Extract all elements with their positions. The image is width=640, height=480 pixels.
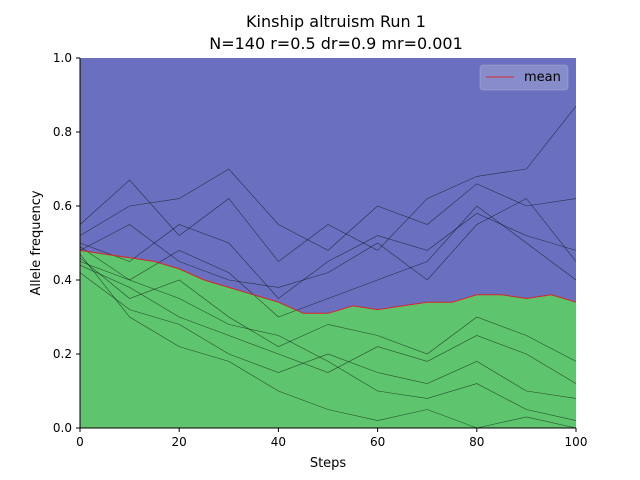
run-line-5 [79,205,577,318]
run-line-7 [79,264,577,384]
run-line-8 [79,272,577,399]
x-tick-label: 60 [370,435,385,449]
run-line-3 [79,213,577,299]
run-line-1 [79,105,577,262]
mean-line [79,249,577,314]
legend: mean [479,64,569,91]
chart-title-line2: N=140 r=0.5 dr=0.9 mr=0.001 [209,34,463,53]
plot-area [79,58,577,429]
x-tick-label: 100 [565,435,588,449]
legend-box [479,64,569,91]
y-axis-label: Allele frequency [29,190,44,295]
y-tick-label: 0.4 [53,273,72,287]
legend-mean-label: mean [524,70,561,85]
run-line-4 [79,198,577,288]
run-line-6 [79,257,577,362]
run-line-10 [79,246,577,421]
y-tick-label: 1.0 [53,51,72,65]
run-lines [79,105,577,429]
x-tick-label: 20 [172,435,187,449]
x-tick-label: 0 [76,435,84,449]
axes: 0 20 40 60 80 100 0.0 0.2 0.4 0.6 0.8 1.0 [53,51,588,449]
y-tick-label: 0.2 [53,347,72,361]
run-line-2 [79,168,577,251]
y-tick-label: 0.6 [53,199,72,213]
chart-title-line1: Kinship altruism Run 1 [246,12,426,31]
run-line-9 [79,253,577,429]
x-axis-label: Steps [310,456,347,471]
x-tick-label: 40 [271,435,286,449]
lower-area [80,250,576,428]
y-tick-label: 0.8 [53,125,72,139]
y-tick-label: 0.0 [53,421,72,435]
x-tick-label: 80 [469,435,484,449]
